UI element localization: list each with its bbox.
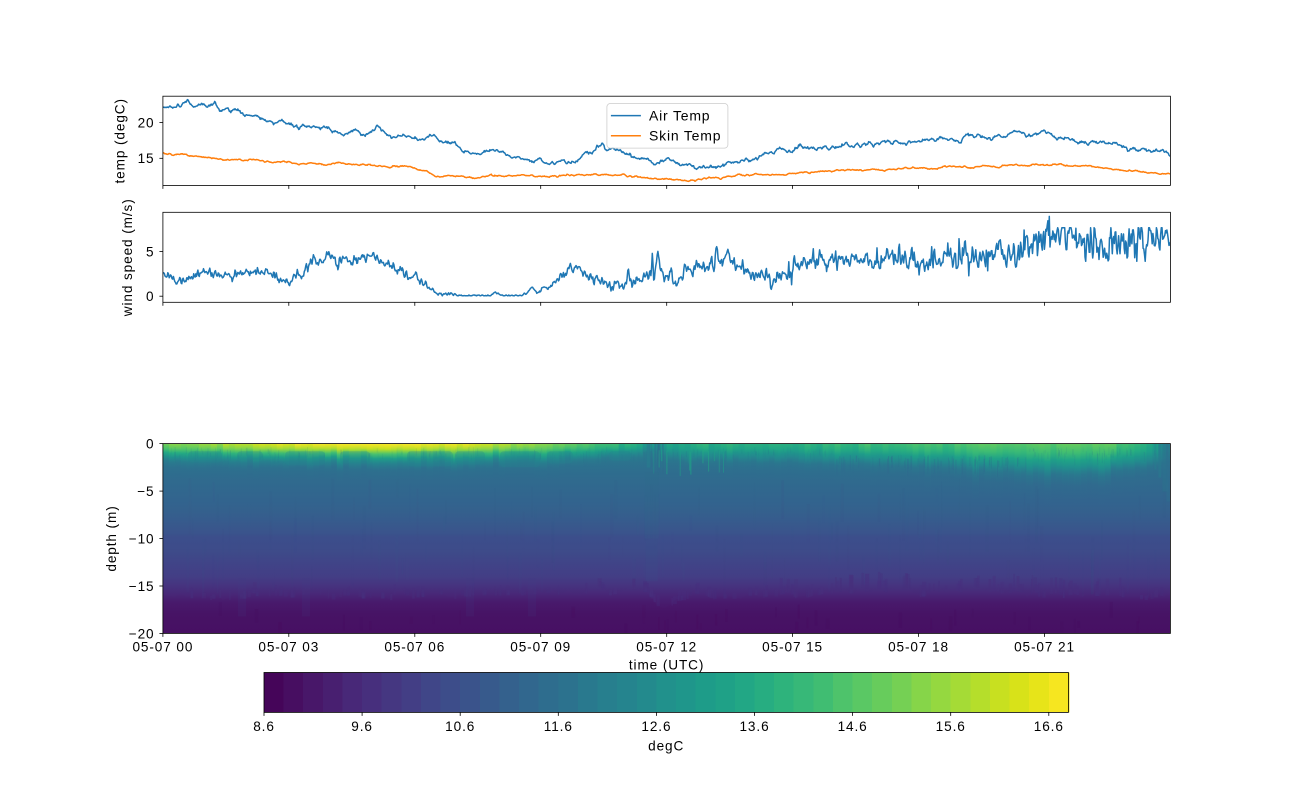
svg-text:11.6: 11.6 bbox=[544, 719, 573, 734]
svg-text:0: 0 bbox=[146, 289, 154, 304]
svg-text:05-07 09: 05-07 09 bbox=[510, 640, 571, 655]
svg-text:05-07 21: 05-07 21 bbox=[1014, 640, 1075, 655]
svg-text:05-07 06: 05-07 06 bbox=[384, 640, 445, 655]
svg-text:−15: −15 bbox=[129, 579, 155, 594]
svg-text:10.6: 10.6 bbox=[445, 719, 475, 734]
svg-text:12.6: 12.6 bbox=[641, 719, 671, 734]
svg-text:15: 15 bbox=[138, 151, 155, 166]
svg-text:14.6: 14.6 bbox=[838, 719, 868, 734]
svg-text:0: 0 bbox=[146, 437, 154, 452]
svg-text:Skin Temp: Skin Temp bbox=[649, 128, 721, 144]
svg-text:degC: degC bbox=[648, 739, 684, 754]
svg-text:−20: −20 bbox=[129, 626, 155, 641]
svg-text:9.6: 9.6 bbox=[351, 719, 373, 734]
svg-text:−10: −10 bbox=[129, 531, 155, 546]
svg-text:05-07 03: 05-07 03 bbox=[258, 640, 319, 655]
svg-text:05-07 18: 05-07 18 bbox=[888, 640, 949, 655]
svg-text:depth (m): depth (m) bbox=[104, 505, 119, 571]
svg-text:16.6: 16.6 bbox=[1034, 719, 1064, 734]
svg-text:8.6: 8.6 bbox=[253, 719, 275, 734]
svg-text:−5: −5 bbox=[137, 484, 154, 499]
svg-text:05-07 15: 05-07 15 bbox=[762, 640, 823, 655]
svg-text:wind speed (m/s): wind speed (m/s) bbox=[120, 198, 135, 317]
svg-text:20: 20 bbox=[138, 116, 155, 131]
svg-text:Air Temp: Air Temp bbox=[649, 107, 710, 123]
svg-text:15.6: 15.6 bbox=[936, 719, 966, 734]
svg-text:13.6: 13.6 bbox=[739, 719, 769, 734]
svg-text:temp (degC): temp (degC) bbox=[113, 98, 128, 183]
svg-text:5: 5 bbox=[146, 244, 154, 259]
svg-text:05-07 00: 05-07 00 bbox=[132, 640, 193, 655]
svg-text:time (UTC): time (UTC) bbox=[629, 657, 704, 672]
svg-text:05-07 12: 05-07 12 bbox=[636, 640, 697, 655]
